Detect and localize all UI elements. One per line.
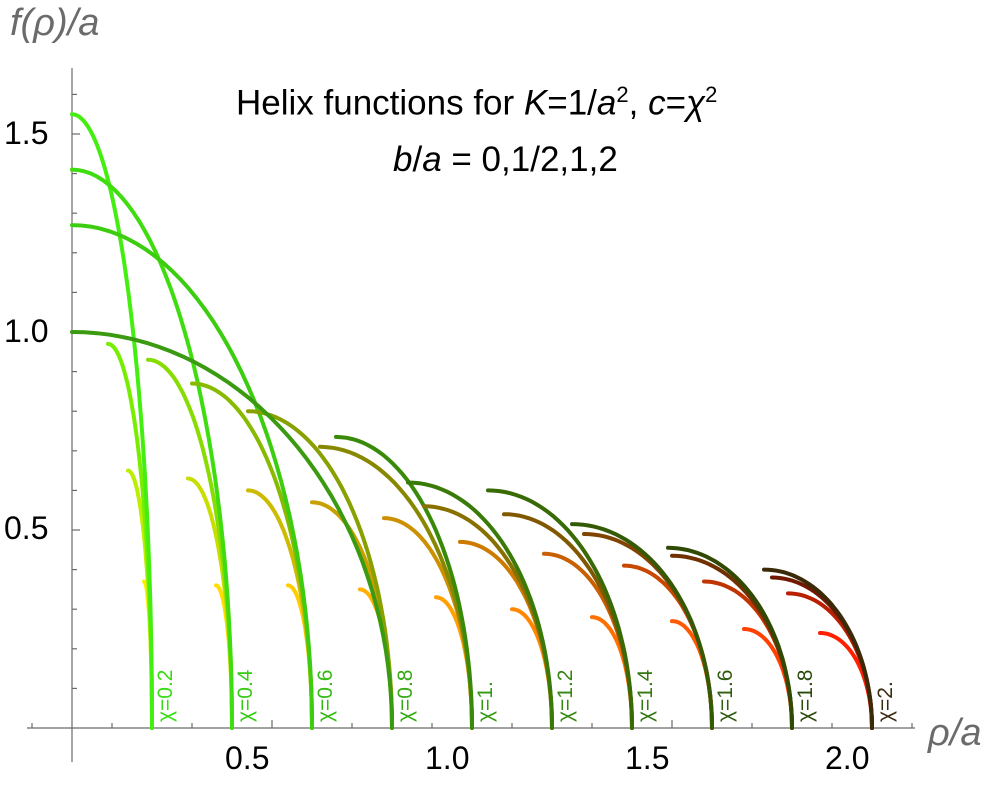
helix-curve-chi-1-b-0 — [334, 434, 474, 730]
helix-curve-chi-0.8-b-0 — [70, 330, 394, 730]
helix-curve-chi-1.8-b-2 — [742, 627, 794, 730]
title-eq: =1/ — [547, 83, 597, 123]
title-eq2: = — [665, 83, 687, 123]
title-c: c — [648, 83, 666, 123]
chi-label: χ=0.2 — [154, 669, 177, 722]
chi-label: χ=0.8 — [394, 669, 417, 722]
helix-curve-chi-2-b-0 — [762, 567, 874, 730]
subtitle-slash: / — [412, 140, 423, 179]
subtitle-a: a — [422, 140, 442, 179]
helix-curve-chi-1.2-b-0 — [406, 480, 554, 730]
curves — [70, 112, 874, 730]
x-tick-label: 0.5 — [225, 740, 270, 776]
title-chi: χ — [686, 83, 706, 123]
helix-curve-chi-0.2-b-0.5 — [106, 341, 154, 730]
chi-label: χ=1.2 — [554, 669, 577, 722]
x-axis-label: ρ/a — [928, 712, 982, 754]
title-text: Helix functions for — [236, 83, 524, 123]
x-tick-label: 2.0 — [825, 740, 870, 776]
helix-curve-chi-0.2-b-0 — [70, 112, 154, 730]
y-tick-label: 1.5 — [4, 115, 49, 151]
title-sup: 2 — [616, 82, 629, 107]
subtitle-values: = 0,1/2,1,2 — [441, 140, 618, 179]
title-sep: , — [628, 83, 649, 123]
chi-label: χ=2. — [874, 681, 897, 722]
helix-curve-chi-0.4-b-0 — [70, 167, 234, 730]
chi-label: χ=1.8 — [794, 669, 817, 722]
subtitle-b: b — [393, 140, 413, 179]
chart-title-line1: Helix functions for K=1/a2, c=χ2 — [236, 82, 717, 124]
helix-curve-chi-2-b-2 — [818, 631, 874, 730]
y-tick-label: 1.0 — [4, 313, 49, 349]
helix-curve-chi-1.4-b-0 — [486, 488, 634, 730]
chi-label: χ=1.4 — [634, 669, 657, 722]
y-tick-label: 0.5 — [4, 510, 49, 546]
chi-label: χ=0.6 — [314, 669, 337, 722]
x-tick-label: 1.0 — [425, 740, 470, 776]
chi-label: χ=1.6 — [714, 669, 737, 722]
title-k: K — [523, 83, 548, 123]
helix-curve-chi-1.6-b-0 — [570, 522, 714, 730]
y-axis-label: f(ρ)/a — [10, 2, 100, 44]
title-sup2: 2 — [705, 82, 718, 107]
title-a: a — [596, 83, 617, 123]
chi-label: χ=0.4 — [234, 669, 257, 722]
helix-curve-chi-1.8-b-0 — [666, 545, 794, 730]
x-tick-label: 1.5 — [625, 740, 670, 776]
helix-curve-chi-0.6-b-0 — [70, 223, 314, 730]
chi-label: χ=1. — [474, 681, 497, 722]
chart-title-line2: b/a = 0,1/2,1,2 — [393, 140, 618, 180]
